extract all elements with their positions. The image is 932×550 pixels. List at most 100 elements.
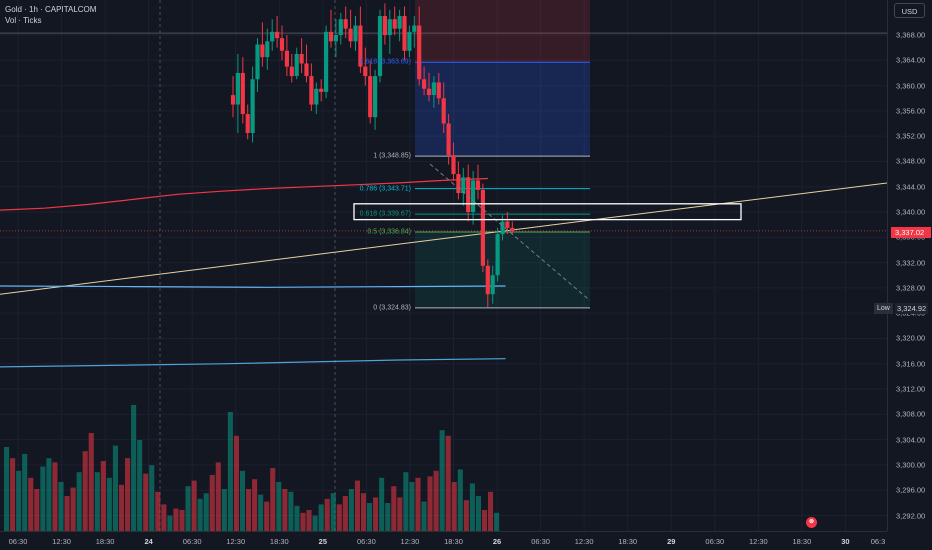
price-tick-label: 3,328.00 — [896, 283, 926, 293]
candle — [397, 16, 402, 29]
candle — [407, 31, 412, 51]
volume-bar — [131, 405, 137, 531]
volume-bar — [112, 445, 118, 531]
candle — [358, 25, 363, 67]
candle — [245, 114, 250, 133]
volume-bar — [239, 470, 246, 531]
candle — [422, 79, 427, 89]
volume-bar — [155, 491, 161, 531]
candle — [235, 72, 240, 105]
candle — [490, 275, 495, 295]
volume-bar — [312, 515, 318, 531]
candle — [289, 66, 294, 77]
candle — [294, 53, 299, 77]
time-tick-label: 18:30 — [444, 537, 463, 546]
candle — [466, 177, 471, 213]
volume-bar — [258, 494, 264, 531]
economic-event-icon[interactable]: ⊜ — [806, 517, 817, 528]
volume-indicator-label: Vol · Ticks — [5, 16, 42, 25]
time-tick-label: 12:30 — [748, 537, 768, 546]
volume-bar — [179, 510, 185, 531]
price-axis[interactable]: 3,368.00 3,364.00 3,360.00 3,356.00 3,352.00… — [887, 0, 932, 531]
candle — [377, 16, 383, 77]
volume-bar — [10, 458, 16, 531]
volume-bar — [415, 477, 421, 531]
candle — [402, 16, 407, 51]
fib-level-label: 0.786 (3,343.71) — [359, 185, 411, 193]
volume-bar — [252, 479, 258, 531]
volume-bar — [137, 440, 143, 531]
candle — [417, 25, 422, 80]
time-tick-label: 12:30 — [400, 537, 420, 546]
candle — [299, 53, 304, 64]
price-chart[interactable] — [0, 0, 887, 531]
time-tick-label: 12:30 — [52, 537, 71, 546]
candle — [328, 31, 334, 42]
volume-bar — [227, 412, 233, 531]
volume-bar — [391, 486, 397, 531]
supply-zone-rectangle — [353, 203, 742, 221]
volume-bar — [270, 468, 276, 531]
volume-bar — [348, 489, 354, 531]
currency-button[interactable]: USD — [894, 3, 925, 18]
price-tick-label: 3,340.00 — [896, 207, 926, 217]
price-tick-label: 3,308.00 — [896, 409, 926, 419]
volume-bar — [167, 515, 173, 531]
volume-bar — [64, 496, 70, 531]
volume-bar — [475, 496, 481, 531]
time-tick-label: 30 — [841, 537, 850, 546]
volume-bar — [403, 472, 409, 531]
volume-bar — [221, 489, 227, 531]
volume-bar — [46, 458, 52, 531]
moving-average-line — [0, 358, 506, 368]
price-tick-label: 3,312.00 — [896, 384, 926, 394]
candle — [505, 221, 510, 228]
volume-bar — [52, 462, 58, 531]
target-zone — [415, 62, 590, 157]
candle — [382, 16, 387, 35]
volume-bar — [469, 483, 475, 531]
profit-zone — [415, 232, 590, 308]
price-tick-label: 3,296.00 — [896, 485, 926, 495]
candle — [348, 28, 353, 42]
volume-bar — [397, 497, 403, 531]
candle — [353, 25, 358, 42]
candle — [431, 82, 436, 96]
volume-bar — [306, 510, 312, 531]
time-tick-label: 12:30 — [226, 537, 246, 546]
volume-bar — [70, 487, 76, 531]
candle — [451, 155, 456, 175]
candle — [324, 31, 329, 92]
volume-bar — [481, 510, 488, 531]
volume-bar — [143, 473, 149, 531]
time-axis[interactable]: 06:30 12:30 18:30 24 06:30 12:30 18:30 25 06:30 1… — [0, 531, 887, 550]
price-tick-label: 3,300.00 — [896, 460, 926, 470]
fib-level-label: 1 (3,348.85) — [373, 152, 411, 160]
fib-level-label: 0.618 (3,339.67) — [359, 210, 411, 218]
low-value-label: 3,324.92 — [895, 303, 929, 314]
candle — [255, 44, 260, 80]
time-tick-label: 29 — [667, 537, 676, 546]
volume-bar — [209, 475, 215, 531]
time-tick-label: 06:30 — [705, 537, 725, 546]
volume-bar — [427, 476, 433, 531]
volume-bar — [282, 489, 288, 531]
moving-average-line — [0, 285, 506, 288]
volume-bar — [34, 489, 40, 531]
time-tick-label: 06:30 — [8, 537, 28, 546]
price-tick-label: 3,368.00 — [896, 30, 926, 40]
volume-bar — [488, 491, 494, 531]
volume-bar — [421, 501, 427, 531]
volume-bar — [276, 482, 282, 531]
candle — [309, 76, 314, 105]
candle — [319, 88, 324, 92]
candle — [240, 72, 245, 115]
volume-bar — [94, 472, 100, 531]
volume-bar — [185, 486, 191, 531]
volume-bar — [197, 498, 203, 531]
volume-bar — [16, 470, 22, 531]
volume-bar — [494, 512, 500, 531]
candle — [304, 63, 309, 77]
candle — [461, 177, 466, 194]
volume-bar — [76, 472, 82, 531]
